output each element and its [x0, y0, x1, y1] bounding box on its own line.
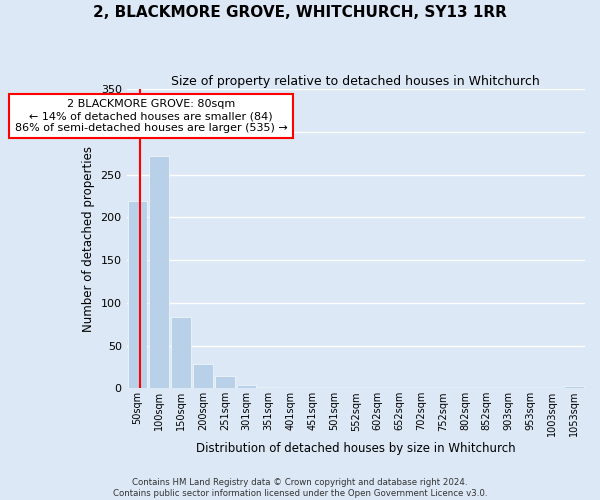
Text: Contains HM Land Registry data © Crown copyright and database right 2024.
Contai: Contains HM Land Registry data © Crown c… — [113, 478, 487, 498]
Bar — [128, 201, 148, 388]
Bar — [259, 386, 278, 388]
Bar — [215, 376, 235, 388]
Bar — [172, 318, 191, 388]
Bar — [564, 386, 584, 388]
Text: 2, BLACKMORE GROVE, WHITCHURCH, SY13 1RR: 2, BLACKMORE GROVE, WHITCHURCH, SY13 1RR — [93, 5, 507, 20]
Text: 2 BLACKMORE GROVE: 80sqm
← 14% of detached houses are smaller (84)
86% of semi-d: 2 BLACKMORE GROVE: 80sqm ← 14% of detach… — [14, 100, 287, 132]
X-axis label: Distribution of detached houses by size in Whitchurch: Distribution of detached houses by size … — [196, 442, 515, 455]
Bar — [149, 156, 169, 388]
Title: Size of property relative to detached houses in Whitchurch: Size of property relative to detached ho… — [172, 75, 540, 88]
Bar — [237, 385, 256, 388]
Bar — [193, 364, 213, 388]
Y-axis label: Number of detached properties: Number of detached properties — [82, 146, 95, 332]
